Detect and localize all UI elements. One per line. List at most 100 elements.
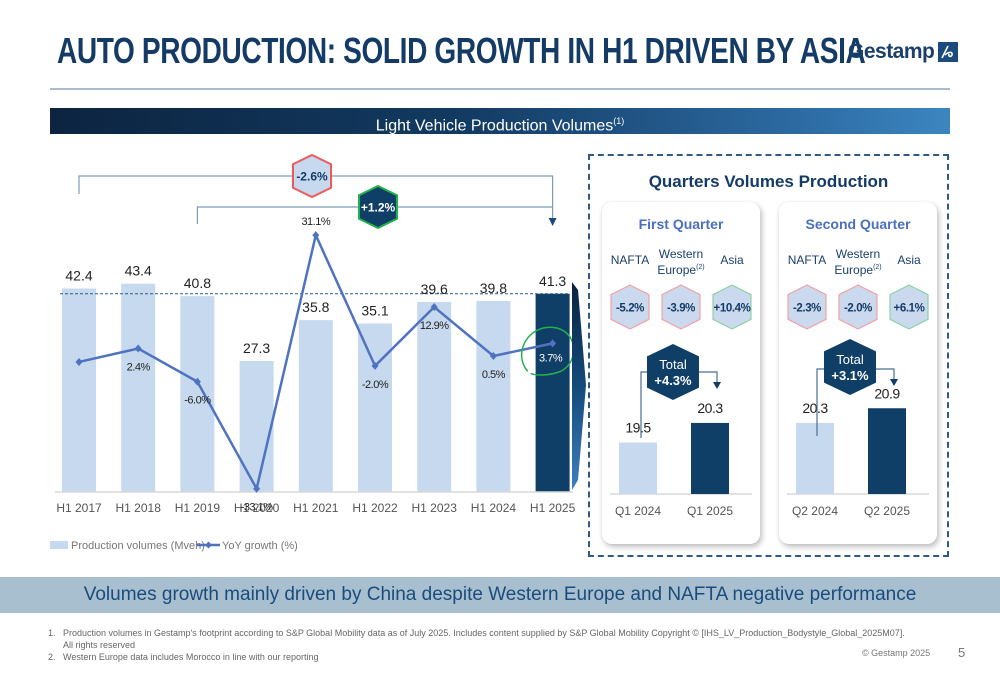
yoy-value-label: -2.0% [362,379,389,391]
total-change-badge [824,339,876,395]
bar-value-label: 39.6 [421,281,448,297]
logo-text: Gestamp [848,40,935,63]
bar-value-label: 41.3 [539,273,566,289]
region-change-badge [712,284,752,330]
bar-h1-2024 [476,300,511,492]
legend-marker-icon [205,541,212,549]
region-label-line2: Europe [834,263,874,277]
total-change-value: +4.3% [654,373,692,388]
region-change-label: -3.9% [667,303,695,315]
banner-footnote-ref: (1) [613,116,625,126]
bar-h1-2021 [298,320,333,492]
bar-h1-2019 [180,296,215,492]
bar-h1-2020 [239,360,274,492]
region-asia: Asia [720,253,744,267]
yoy-point [253,484,261,493]
region-change-badge [661,284,701,330]
section-banner: Light Vehicle Production Volumes(1) [50,108,950,134]
page-title: AUTO PRODUCTION: SOLID GROWTH IN H1 DRIV… [57,30,866,71]
region-western-europe: Western Europe(2) [655,248,707,277]
quarter-bar-value: 20.9 [874,385,900,401]
bar-value-label: 35.1 [361,303,388,319]
region-footnote-ref: (2) [696,264,705,271]
first-quarter-chart: -5.2% -3.9% +10.4% 19.5 Q1 2024 20.3 Q1 2025 To… [610,284,752,518]
quarter-bar [619,442,657,494]
yoy-point [193,377,201,386]
title-divider [50,88,950,90]
bar-h1-2022 [358,323,392,492]
x-tick-label: H1 2018 [116,501,162,515]
quarter-tick-label: Q1 2024 [615,504,661,518]
quarter-tick-label: Q1 2025 [687,504,733,518]
region-label-line2: Europe [657,263,697,277]
quarter-title: Second Quarter [805,216,911,232]
gestamp-logo: Gestamp [848,40,959,64]
yoy-point [134,344,142,353]
region-change-badge [610,284,650,330]
quarters-title: Quarters Volumes Production [648,172,889,191]
yoy-value-label: -6.0% [184,395,211,407]
legend-swatch-volumes [50,541,68,549]
banner-title: Light Vehicle Production Volumes [375,117,614,135]
change-badge-label: +1.2% [361,201,396,215]
footnote-text: Production volumes in Gestamp's footprin… [63,628,905,638]
x-tick-label: H1 2022 [352,501,398,515]
first-quarter-card: First Quarter NAFTA Western Europe(2) As… [602,202,760,544]
second-quarter-chart: -2.3% -2.0% +6.1% 20.3 Q2 2024 20.9 Q2 2025 Tot… [787,284,929,518]
quarter-bar-value: 19.5 [625,420,651,436]
page-number: 5 [958,645,966,660]
footnotes: 1. Production volumes in Gestamp's footpr… [48,627,905,663]
total-label: Total [836,352,864,367]
region-change-label: -2.0% [844,303,872,315]
region-western-europe: Western Europe(2) [832,248,884,277]
yoy-value-label: 12.9% [420,320,449,332]
comparison-bracket [196,206,553,224]
region-change-label: +6.1% [894,303,925,315]
quarter-tick-label: Q2 2024 [792,504,838,518]
quarter-bar [868,408,906,494]
yoy-point [489,352,497,361]
region-footnote-ref: (2) [873,264,882,271]
region-change-label: +10.4% [714,303,751,315]
change-badge-label: -2.6% [296,170,328,184]
region-label-line1: Western [835,247,881,261]
bar-value-label: 27.3 [243,340,270,356]
x-tick-label: H1 2019 [175,501,221,515]
bar-value-label: 43.4 [125,263,152,279]
second-quarter-card: Second Quarter NAFTA Western Europe(2) A… [779,202,937,544]
legend-label-volumes: Production volumes (Mveh) [71,540,205,552]
x-tick-label: H1 2020 [234,501,280,515]
bar-h1-2018 [121,283,156,492]
yoy-point [549,339,557,348]
bracket-arrow-icon [548,218,557,226]
quarters-volumes-panel: Quarters Volumes Production First Quarte… [588,154,949,557]
footnote-text: All rights reserved [63,640,136,650]
x-tick-label: H1 2021 [293,501,339,515]
change-badge [292,153,332,199]
x-tick-label: H1 2024 [471,501,517,515]
quarter-title: First Quarter [638,216,724,232]
bar-value-label: 42.4 [65,267,92,283]
footnote-number: 2. [48,652,56,662]
x-tick-label: H1 2023 [412,501,458,515]
total-label: Total [659,357,687,372]
footnote-number: 1. [48,628,56,638]
yoy-value-label: 2.4% [127,362,151,374]
yoy-point [371,361,379,370]
x-tick-label: H1 2025 [530,501,576,515]
bar-value-label: 40.8 [184,275,211,291]
quarter-bar-value: 20.3 [802,400,828,416]
conclusion-banner: Volumes growth mainly driven by China de… [0,577,1000,613]
quarter-tick-label: Q2 2025 [864,504,910,518]
region-change-label: -5.2% [616,303,644,315]
production-volumes-chart: 42.4 H1 2017 43.4 H1 2018 40.8 H1 2019 27.3 H1 … [50,153,586,552]
total-arrow-icon [890,379,898,386]
bar-value-label: 35.8 [302,299,329,315]
x-tick-label: H1 2017 [56,501,102,515]
yoy-point [312,231,320,240]
bar-h1-2017 [62,288,96,492]
yoy-point [75,357,83,366]
region-change-badge [838,284,878,330]
region-label-line1: Western [658,247,704,261]
yoy-value-label: 31.1% [301,216,330,228]
